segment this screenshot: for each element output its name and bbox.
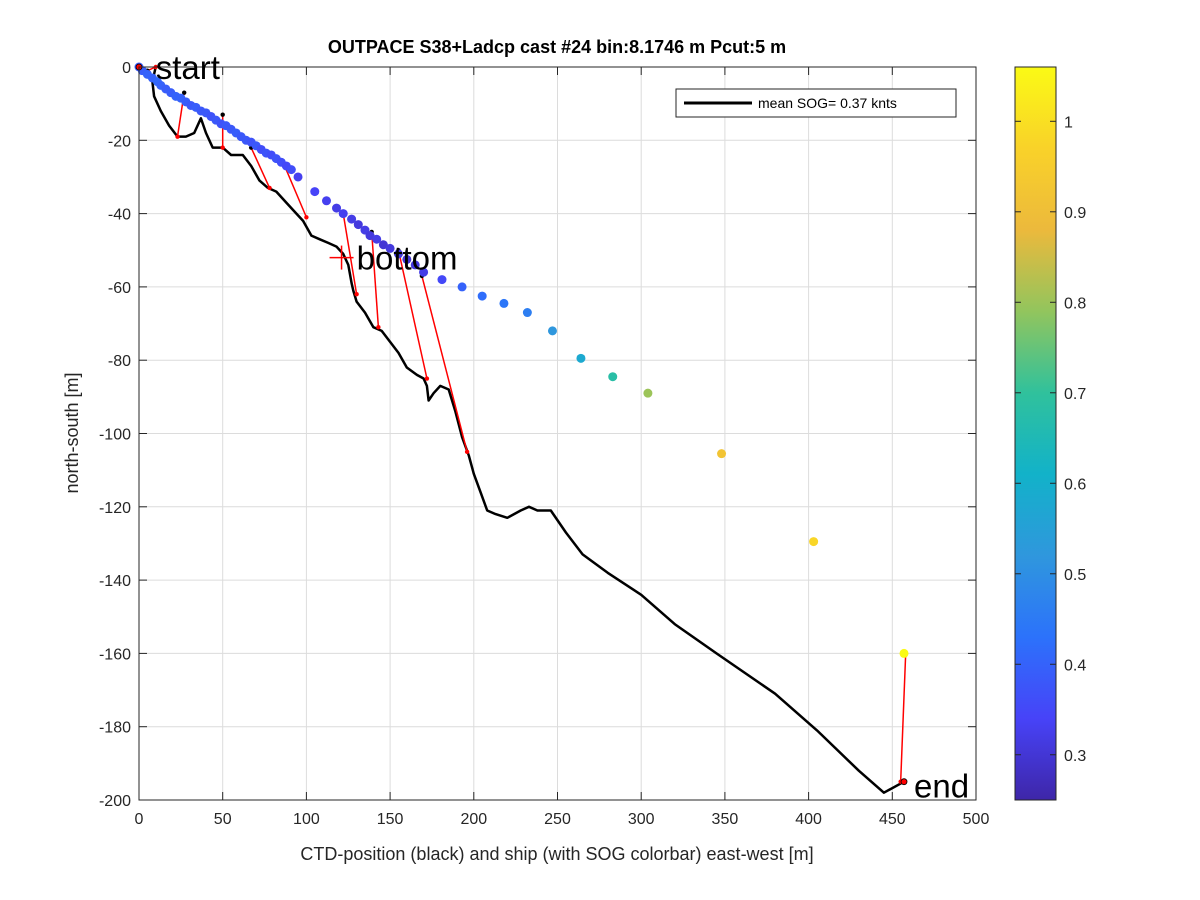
ship-point bbox=[522, 308, 532, 318]
connector-segment bbox=[250, 147, 271, 189]
ship-point bbox=[809, 537, 819, 547]
ship-point bbox=[378, 240, 388, 250]
y-tick-label: -180 bbox=[99, 720, 131, 737]
connector-ctd-dot bbox=[220, 145, 225, 150]
end-marker bbox=[900, 778, 908, 786]
ship-point bbox=[372, 234, 382, 244]
ship-point bbox=[402, 254, 412, 264]
colorbar-tick-label: 0.6 bbox=[1064, 476, 1086, 493]
y-tick-label: -200 bbox=[99, 793, 131, 810]
colorbar-tick-label: 1 bbox=[1064, 114, 1073, 131]
y-tick-label: -80 bbox=[108, 353, 131, 370]
ship-point bbox=[393, 249, 403, 259]
connector-segment bbox=[421, 275, 468, 453]
x-tick-label: 450 bbox=[879, 811, 906, 828]
x-tick-label: 0 bbox=[135, 811, 144, 828]
y-tick-label: 0 bbox=[122, 60, 131, 77]
connector-ctd-dot bbox=[376, 325, 381, 330]
ship-point bbox=[457, 282, 467, 292]
x-tick-label: 400 bbox=[795, 811, 822, 828]
colorbar-tick-label: 0.4 bbox=[1064, 657, 1086, 674]
connector-segment bbox=[397, 250, 428, 379]
colorbar-ticks: 0.3 0.4 0.5 0.6 0.7 0.8 0.9 1 bbox=[1015, 114, 1086, 765]
colorbar-tick-label: 0.3 bbox=[1064, 748, 1086, 765]
ship-point bbox=[365, 231, 375, 241]
ship-point bbox=[899, 648, 909, 658]
y-tick-label: -100 bbox=[99, 427, 131, 444]
ship-point bbox=[717, 449, 727, 459]
x-tick-label: 100 bbox=[293, 811, 320, 828]
connector-segment bbox=[283, 165, 308, 218]
ship-point bbox=[410, 260, 420, 270]
x-axis-label: CTD-position (black) and ship (with SOG … bbox=[300, 844, 813, 864]
connector-ship-dot bbox=[181, 90, 187, 95]
connector-ctd-dot bbox=[354, 292, 359, 297]
ship-point bbox=[293, 172, 303, 182]
ship-point bbox=[437, 275, 447, 285]
annotation-bottom: bottom bbox=[357, 240, 458, 277]
ship-point bbox=[338, 209, 348, 219]
position-markers bbox=[135, 63, 908, 786]
ship-points bbox=[134, 62, 909, 658]
annotations: start bottom end bbox=[156, 49, 969, 804]
x-tick-label: 500 bbox=[963, 811, 990, 828]
legend: mean SOG= 0.37 knts bbox=[675, 88, 957, 118]
x-tick-label: 200 bbox=[460, 811, 487, 828]
ship-point bbox=[353, 220, 363, 230]
ship-point bbox=[347, 214, 357, 224]
ship-point bbox=[547, 326, 557, 336]
y-tick-label: -20 bbox=[108, 133, 131, 150]
x-tick-label: 350 bbox=[712, 811, 739, 828]
annotation-end: end bbox=[914, 767, 969, 804]
x-tick-label: 250 bbox=[544, 811, 571, 828]
ship-point bbox=[499, 298, 509, 308]
connector-segment bbox=[899, 653, 907, 782]
colorbar-tick-label: 0.7 bbox=[1064, 386, 1086, 403]
y-axis-label: north-south [m] bbox=[62, 372, 82, 493]
ship-point bbox=[576, 353, 586, 363]
ship-point bbox=[332, 203, 342, 213]
connector-ctd-dot bbox=[304, 215, 309, 220]
ship-point bbox=[419, 267, 429, 277]
ship-point bbox=[321, 196, 331, 206]
colorbar-tick-label: 0.9 bbox=[1064, 205, 1086, 222]
connector-ctd-dot bbox=[424, 376, 430, 381]
connector-ctd-dot bbox=[267, 185, 272, 191]
connector-ctd-dot bbox=[464, 449, 470, 455]
y-tick-label: -160 bbox=[99, 646, 131, 663]
y-tick-label: -120 bbox=[99, 500, 131, 517]
connector-segment bbox=[370, 231, 380, 328]
ship-point bbox=[286, 165, 296, 175]
y-axis-ticks: 0 -20 -40 -60 -80 -100 -120 -140 -160 -180 -200 bbox=[99, 60, 976, 810]
y-tick-label: -40 bbox=[108, 207, 131, 224]
ship-point bbox=[643, 388, 653, 398]
x-tick-label: 150 bbox=[377, 811, 404, 828]
ship-point bbox=[477, 291, 487, 301]
annotation-start: start bbox=[156, 49, 220, 86]
x-tick-label: 50 bbox=[214, 811, 232, 828]
chart-title: OUTPACE S38+Ladcp cast #24 bin:8.1746 m … bbox=[328, 37, 786, 57]
ship-point bbox=[310, 187, 320, 197]
x-axis-ticks: 0 50 100 150 200 250 300 350 400 450 500 bbox=[135, 67, 990, 828]
colorbar-tick-label: 0.8 bbox=[1064, 295, 1086, 312]
legend-entry: mean SOG= 0.37 knts bbox=[758, 95, 897, 111]
connector-ship-dot bbox=[220, 112, 225, 117]
colorbar bbox=[1014, 66, 1057, 801]
colorbar-tick-label: 0.5 bbox=[1064, 567, 1086, 584]
x-tick-label: 300 bbox=[628, 811, 655, 828]
connector-segment bbox=[342, 213, 358, 295]
ship-point bbox=[608, 372, 618, 382]
ship-point bbox=[385, 243, 395, 253]
y-tick-label: -60 bbox=[108, 280, 131, 297]
connector-ctd-dot bbox=[175, 134, 180, 139]
y-tick-label: -140 bbox=[99, 573, 131, 590]
